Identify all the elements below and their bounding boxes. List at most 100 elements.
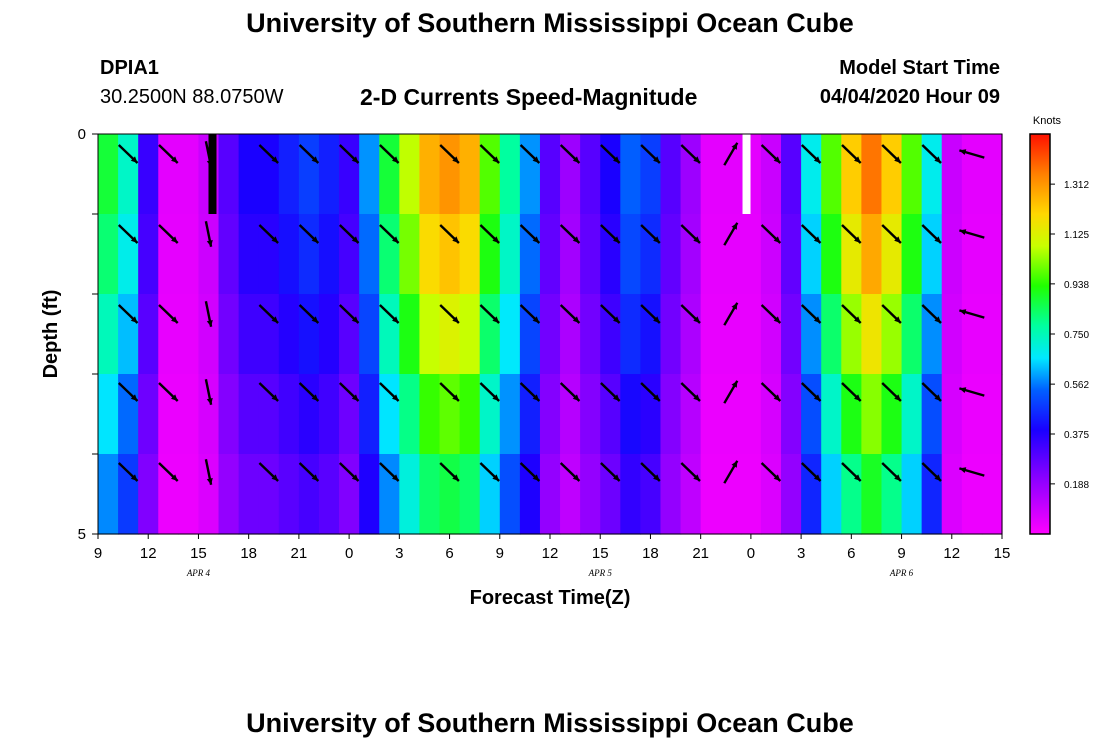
current-vector-head (773, 316, 781, 323)
colorbar-tick-label: 0.750 (1064, 330, 1089, 341)
heatmap-cell (821, 214, 842, 295)
current-vector-head (813, 156, 821, 163)
heatmap-cell (419, 374, 441, 455)
heatmap-cell (580, 294, 601, 375)
current-vector-head (351, 474, 359, 481)
current-vector-head (452, 316, 459, 323)
heatmap-cell (921, 294, 943, 375)
heatmap-cell (379, 214, 400, 295)
heatmap-cell (560, 294, 581, 375)
heatmap-cell (439, 214, 461, 295)
current-vector-head (773, 156, 781, 163)
heatmap-cell (118, 134, 139, 215)
heatmap-cell (158, 454, 179, 535)
current-vector-head (206, 398, 213, 405)
current-vector-head (959, 229, 967, 235)
heatmap-cell (138, 294, 159, 375)
current-vector-head (854, 394, 861, 401)
heatmap-cell (519, 374, 541, 455)
heatmap-cell (258, 214, 280, 295)
colorbar-tick-label: 1.125 (1064, 230, 1089, 241)
current-vector-head (613, 156, 620, 163)
heatmap-cell (961, 454, 983, 535)
current-vector-head (171, 236, 178, 243)
heatmap-cell (841, 214, 862, 295)
current-vector-head (653, 156, 660, 163)
heatmap-cell (921, 454, 943, 535)
x-tick-label: 9 (496, 545, 504, 562)
heatmap-cell (961, 374, 983, 455)
current-vector-head (854, 156, 861, 163)
current-vector-head (653, 236, 660, 243)
current-vector-head (271, 236, 279, 243)
heatmap-cell (479, 134, 501, 215)
heatmap-cell (439, 134, 461, 215)
heatmap-cell (118, 454, 139, 535)
heatmap-cell (580, 454, 601, 535)
current-vector-head (572, 316, 580, 323)
current-vector-head (392, 394, 399, 401)
heatmap-cell (881, 294, 903, 375)
heatmap-cell (258, 134, 280, 215)
heatmap-cell (941, 374, 963, 455)
heatmap-cell (98, 454, 119, 535)
current-vector-head (693, 236, 700, 243)
footer-title: University of Southern Mississippi Ocean… (246, 708, 854, 738)
heatmap-cell (781, 214, 802, 295)
heatmap-cell (700, 374, 722, 455)
heatmap-cell (258, 454, 280, 535)
heatmap-cell (941, 454, 963, 535)
heatmap-cell (580, 134, 601, 215)
colorbar-unit-label: Knots (1033, 115, 1062, 127)
heatmap-cell (118, 214, 139, 295)
heatmap-cell (720, 294, 742, 375)
heatmap-cell (138, 374, 159, 455)
heatmap-cell (339, 374, 360, 455)
heatmap-cell (841, 294, 862, 375)
current-vector-head (731, 142, 738, 150)
current-vector-head (206, 240, 213, 247)
y-axis-label: Depth (ft) (40, 290, 62, 379)
heatmap-cell (439, 294, 461, 375)
current-vector-head (532, 474, 540, 481)
heatmap-cell (801, 454, 822, 535)
current-vector-head (959, 387, 967, 393)
heatmap-cell (941, 214, 963, 295)
heatmap-cell (881, 374, 903, 455)
heatmap-cell (821, 454, 842, 535)
heatmap-cell (339, 134, 360, 215)
heatmap-cell (539, 214, 561, 295)
heatmap-cell (720, 454, 742, 535)
heatmap-cell (720, 214, 742, 295)
heatmap-cell (600, 374, 621, 455)
current-vector-head (894, 236, 901, 243)
heatmap-cell (218, 214, 240, 295)
current-vector-head (532, 316, 540, 323)
current-vector-head (271, 316, 279, 323)
heatmap-cell (459, 374, 481, 455)
heatmap-cell (238, 134, 260, 215)
heatmap-cell (359, 134, 380, 215)
heatmap-cell (419, 214, 441, 295)
current-vector-head (171, 156, 178, 163)
heatmap-cell (379, 374, 400, 455)
heatmap-cell (499, 214, 521, 295)
current-vector-head (206, 160, 213, 167)
x-axis-label: Forecast Time(Z) (470, 587, 631, 609)
y-tick-label: 0 (78, 126, 86, 143)
heatmap-cell (901, 294, 923, 375)
heatmap-cell (238, 294, 260, 375)
current-vector-head (532, 236, 540, 243)
heatmap-cell (821, 374, 842, 455)
heatmap-cells (98, 134, 1003, 535)
current-vector-head (813, 236, 821, 243)
heatmap-cell (941, 134, 963, 215)
current-vectors (117, 141, 985, 485)
heatmap-cell (640, 134, 662, 215)
heatmap-cell (539, 294, 561, 375)
heatmap-cell (861, 214, 883, 295)
heatmap-cell (740, 454, 762, 535)
current-vector-head (271, 156, 279, 163)
colorbar-tick-label: 0.938 (1064, 280, 1089, 291)
heatmap-cell (760, 214, 782, 295)
